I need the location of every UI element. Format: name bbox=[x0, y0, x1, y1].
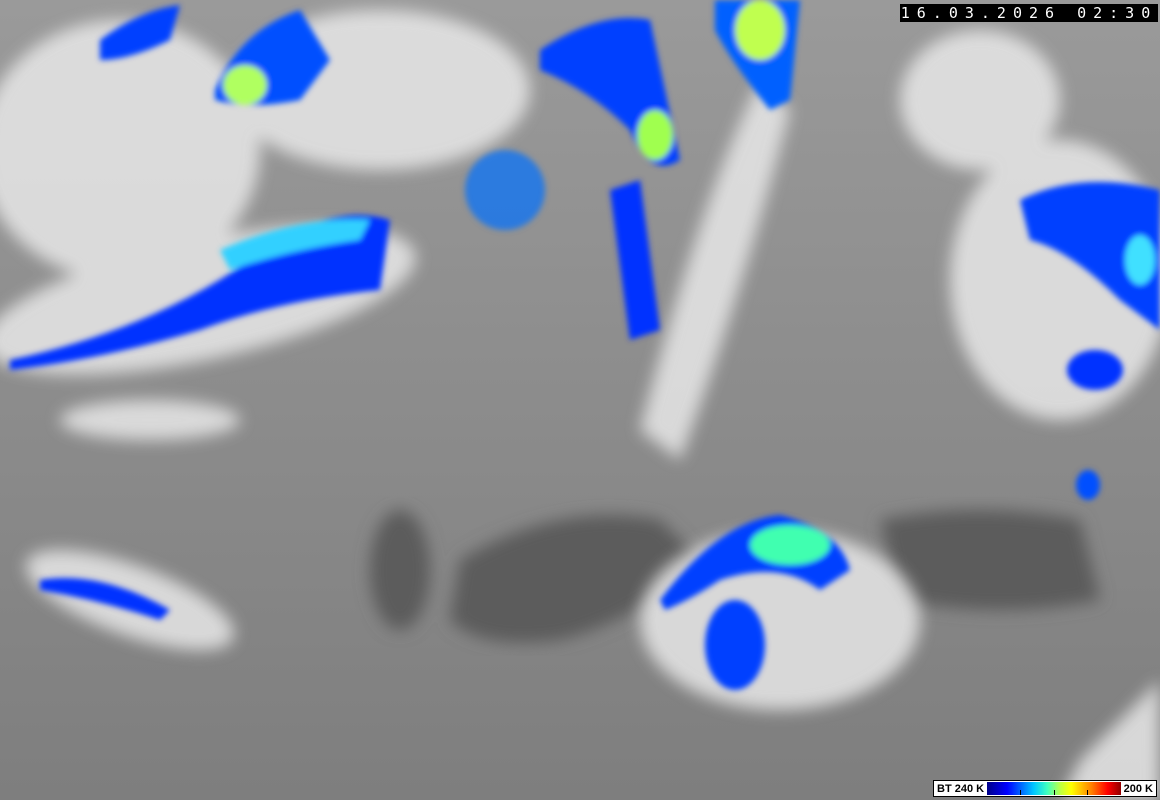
cold-cloud-tops bbox=[10, 0, 1160, 690]
legend-tick bbox=[1020, 790, 1022, 795]
legend-tick bbox=[1053, 790, 1055, 795]
legend-colorbar bbox=[987, 782, 1121, 795]
sea-areas bbox=[370, 510, 1100, 643]
brightness-temperature-legend: BT 240 K 200 K bbox=[933, 780, 1157, 797]
timestamp: 16.03.2026 02:30 bbox=[900, 4, 1158, 22]
legend-high-label: 200 K bbox=[1123, 782, 1153, 795]
legend-low-label: BT 240 K bbox=[937, 782, 985, 795]
legend-tick bbox=[1087, 790, 1089, 795]
